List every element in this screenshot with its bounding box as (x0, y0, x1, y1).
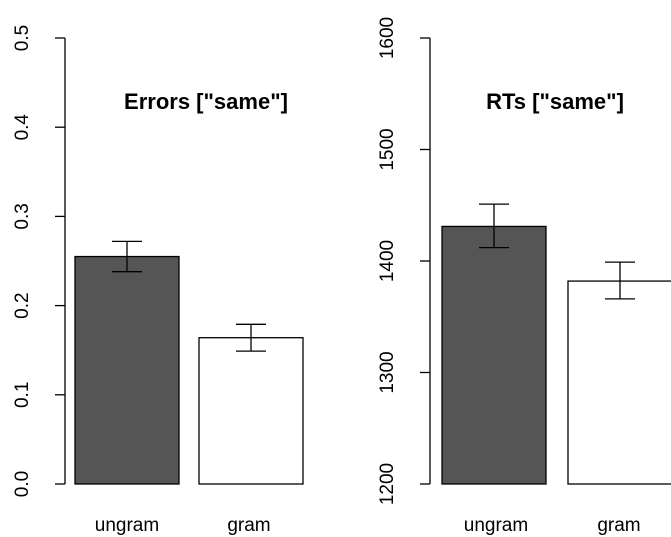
errors-panel-title: Errors ["same"] (124, 89, 288, 114)
rts-category-label: gram (597, 515, 640, 536)
errors-y-tick-label: 0.1 (12, 382, 33, 408)
errors-y-tick-label: 0.5 (12, 25, 33, 51)
rts-y-tick-label: 1400 (377, 240, 398, 282)
rts-panel: RTs ["same"] 1200 1300 1400 1500 1600 ungram g… (377, 17, 671, 536)
errors-y-tick-label: 0.0 (12, 471, 33, 497)
rts-y-tick-label: 1600 (377, 17, 398, 59)
errors-y-tick-label: 0.4 (12, 114, 33, 141)
rts-category-label: ungram (464, 515, 528, 536)
rts-panel-title: RTs ["same"] (486, 89, 624, 114)
errors-bar-gram (198, 337, 304, 485)
rts-y-tick-label: 1200 (377, 463, 398, 505)
errors-category-label: gram (227, 515, 270, 536)
rts-y-tick-label: 1500 (377, 128, 398, 170)
errors-y-tick-label: 0.2 (12, 292, 33, 318)
rts-y-tick-label: 1300 (377, 351, 398, 393)
rts-bar-ungram (441, 225, 547, 485)
errors-panel: Errors ["same"] 0.0 0.1 0.2 0.3 0.4 0.5 ungram… (12, 25, 304, 536)
rts-bar-gram (567, 280, 671, 485)
errors-category-label: ungram (95, 515, 159, 536)
errors-y-tick-label: 0.3 (12, 203, 33, 229)
errors-bar-ungram (74, 255, 180, 485)
